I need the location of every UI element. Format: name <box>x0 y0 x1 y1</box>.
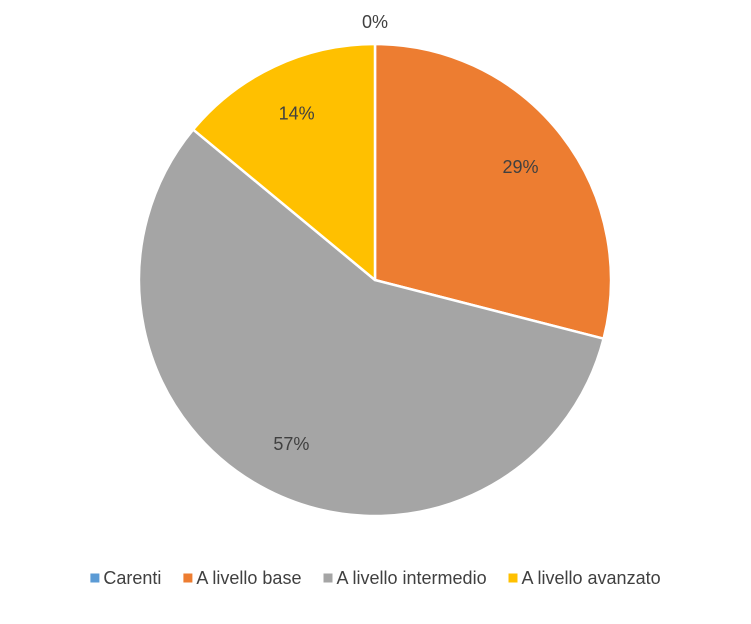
pie-slice-a-livello-avanzato <box>191 42 377 282</box>
legend-item-a-livello-base: A livello base <box>183 568 301 588</box>
data-labels-layer: 0% 29% 57% 14% <box>273 12 538 454</box>
legend: Carenti A livello base A livello intermedi… <box>90 568 661 588</box>
data-label-a-livello-base: 29% <box>502 157 538 177</box>
data-label-carenti: 0% <box>362 12 388 32</box>
legend-label-a-livello-base: A livello base <box>196 568 301 588</box>
data-label-a-livello-avanzato: 14% <box>279 103 315 123</box>
legend-label-a-livello-avanzato: A livello avanzato <box>522 568 661 588</box>
legend-label-carenti: Carenti <box>103 568 161 588</box>
slices-layer <box>137 42 613 518</box>
legend-swatch-carenti <box>90 573 100 583</box>
legend-item-a-livello-avanzato: A livello avanzato <box>508 568 661 588</box>
legend-item-carenti: Carenti <box>90 568 161 588</box>
pie-slice-a-livello-base <box>373 42 613 340</box>
legend-label-a-livello-intermedio: A livello intermedio <box>337 568 487 588</box>
data-label-a-livello-intermedio: 57% <box>273 434 309 454</box>
legend-swatch-a-livello-base <box>183 573 193 583</box>
legend-item-a-livello-intermedio: A livello intermedio <box>323 568 487 588</box>
pie-slice-a-livello-intermedio <box>137 128 605 518</box>
legend-swatch-a-livello-intermedio <box>323 573 333 583</box>
legend-swatch-a-livello-avanzato <box>508 573 518 583</box>
